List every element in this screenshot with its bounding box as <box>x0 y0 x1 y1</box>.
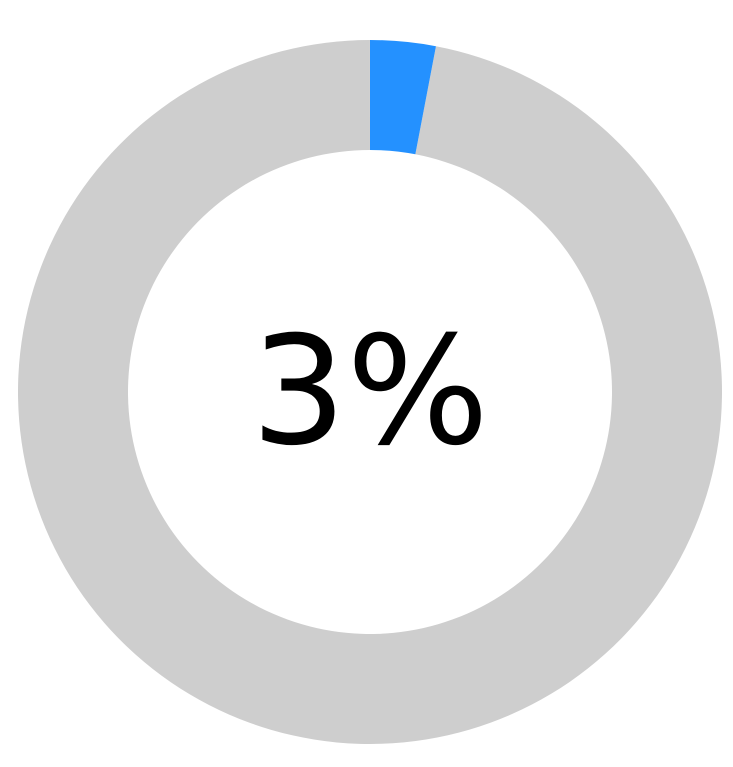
donut-progress-segment <box>370 40 436 155</box>
donut-track-segment <box>18 40 722 745</box>
percentage-label: 3% <box>251 305 489 479</box>
